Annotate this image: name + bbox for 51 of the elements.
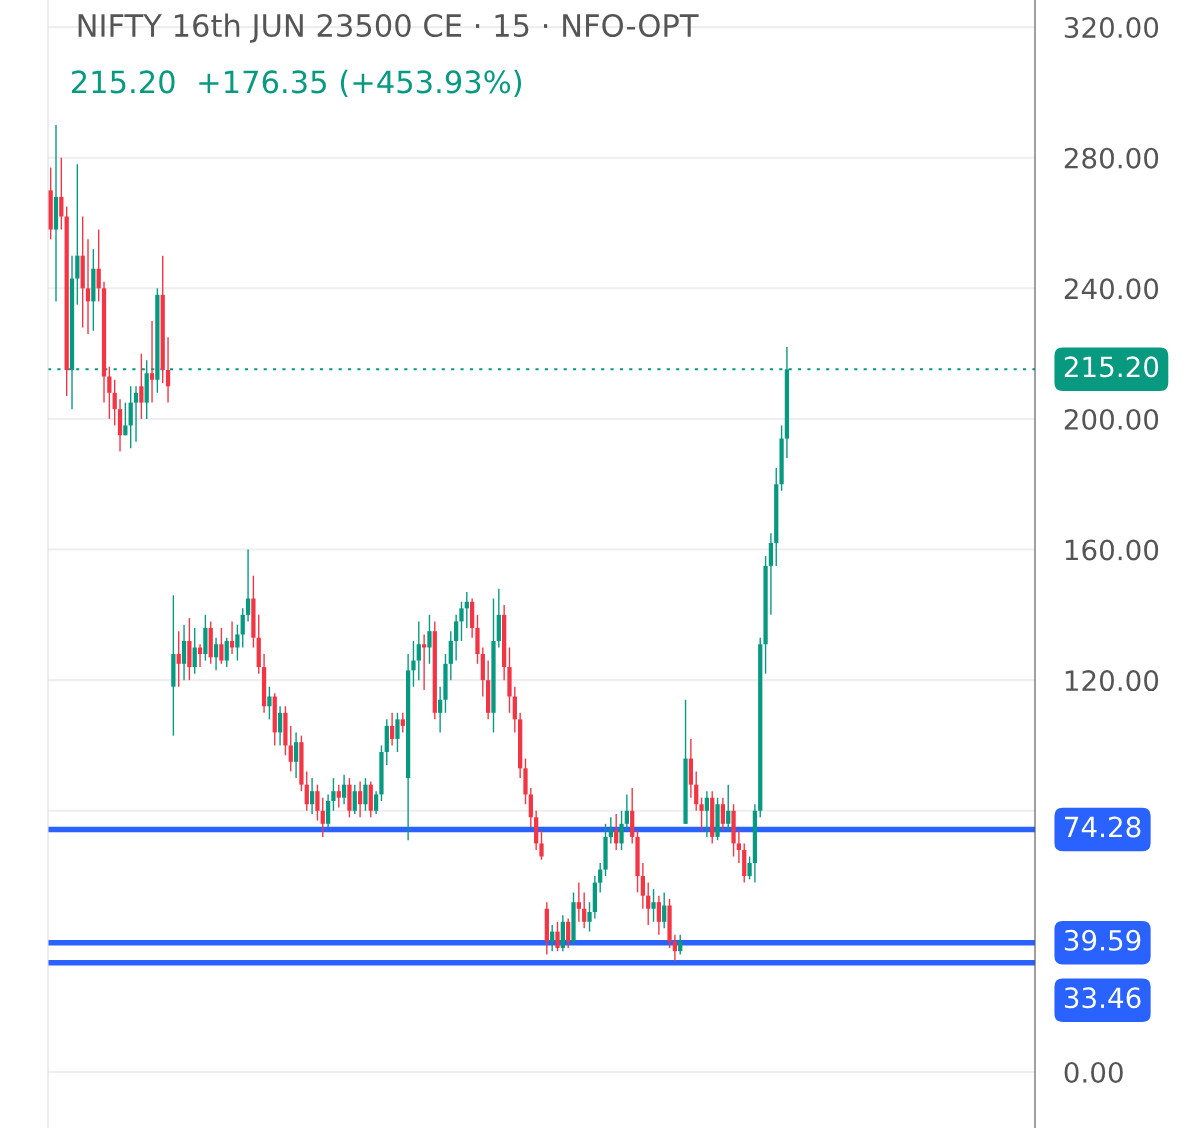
candlestick xyxy=(443,653,448,714)
candlestick xyxy=(747,855,752,881)
candlestick xyxy=(235,623,240,662)
candlestick xyxy=(779,424,784,492)
candlestick xyxy=(651,888,656,923)
candlestick xyxy=(251,574,256,649)
candlestick xyxy=(587,901,592,933)
candlestick xyxy=(331,777,336,812)
candlestick xyxy=(299,734,304,792)
ref-line-label: 74.28 xyxy=(1065,816,1141,838)
y-tick-label: 0.00 xyxy=(1064,1061,1123,1083)
candlestick xyxy=(635,829,640,894)
chart-title: NIFTY 16th JUN 23500 CE · 15 · NFO-OPT xyxy=(78,13,699,43)
candlestick xyxy=(203,614,208,662)
candlestick xyxy=(667,898,672,949)
candlestick xyxy=(763,555,768,675)
candlestick xyxy=(715,797,720,841)
candlestick xyxy=(427,614,432,665)
candlestick xyxy=(187,617,192,681)
y-tick-label: 120.00 xyxy=(1065,670,1159,692)
legend-label: 33.46 xyxy=(1064,987,1141,1009)
candlestick xyxy=(491,597,496,734)
ref-line-label: 215.20 xyxy=(1064,356,1159,378)
candlestick xyxy=(347,777,352,819)
candlestick xyxy=(555,921,560,952)
candlestick xyxy=(683,699,688,825)
y-tick-label: 280.00 xyxy=(1064,147,1159,169)
candlestick xyxy=(699,797,704,832)
candlestick xyxy=(539,829,544,861)
candlestick xyxy=(171,594,176,737)
candlestick xyxy=(619,810,624,851)
candlestick xyxy=(731,803,736,858)
candlestick xyxy=(363,777,368,812)
ref-line-label: 39.59 xyxy=(1064,929,1141,951)
candlestick xyxy=(571,891,576,946)
candlestick xyxy=(523,757,528,805)
y-tick-label: 240.00 xyxy=(1064,278,1159,300)
y-tick-label: 320.00 xyxy=(1064,17,1159,39)
candlestick xyxy=(315,783,320,822)
candlestick xyxy=(507,646,512,714)
candlestick xyxy=(603,823,608,877)
text: 215.20 +176.35 (+453.93%) xyxy=(71,69,522,98)
candlestick xyxy=(379,744,384,802)
candlestick xyxy=(283,705,288,756)
candlestick xyxy=(459,601,464,642)
candlestick xyxy=(395,712,400,753)
candlestick xyxy=(475,614,480,665)
candlestick xyxy=(219,627,224,665)
y-tick-label: 160.00 xyxy=(1065,539,1159,561)
candlestick xyxy=(267,685,272,721)
y-tick-label: 200.00 xyxy=(1064,408,1159,430)
